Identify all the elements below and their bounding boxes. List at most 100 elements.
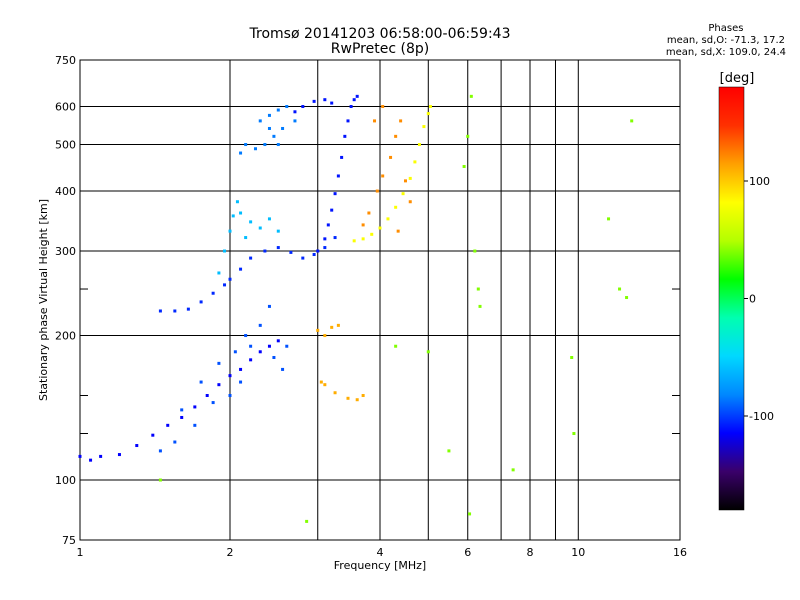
E-x-fragments-point [316,328,320,332]
x-tick-label: 10 [571,546,585,559]
y-tick-label: 300 [55,245,76,258]
F-upper-o-cloud-point [258,119,262,123]
lower-E-trace-point [117,453,121,457]
lower-E-fill-point [281,367,285,371]
F-x-trace-point [352,239,356,243]
y-tick-label: 500 [55,139,76,152]
lower-E-trace-point [180,415,184,419]
F1-cusp-trace-point [239,211,243,215]
lower-E-fill-point [233,350,237,354]
chart-title: Tromsø 20141203 06:58:00-06:59:43 [249,26,511,42]
F1-lower-trace-point [312,253,316,257]
scattered-returns-point [447,449,451,453]
scattered-returns-point [158,478,162,482]
F-upper-o-cloud-point [276,108,280,112]
scattered-returns-point [572,432,576,436]
F-upper-o-cloud-point [267,113,271,117]
F-upper-o-cloud-point [267,126,271,130]
F-upper-o-cloud-point [293,119,297,123]
F-x-trace-point [370,232,374,236]
F1-lower-trace-point [333,236,337,240]
y-tick-label: 200 [55,330,76,343]
F-x-trace-point [417,143,421,147]
lower-E-trace-point [89,458,93,462]
lower-E-trace-point [78,454,82,458]
lower-E-trace-point [228,374,232,378]
F-x-trace-point [401,192,405,196]
lower-E-fill-point [272,355,276,359]
scattered-returns-point [305,519,309,523]
colorbar [718,86,745,511]
F-x-cloud-point [367,211,371,215]
F1-lower-trace-point [223,283,227,287]
F1-lower-trace-point [211,291,215,295]
y-axis-label: Stationary phase Virtual Height [km] [37,199,50,401]
x-axis-label: Frequency [MHz] [334,559,426,572]
F-upper-o-cloud-point [244,143,248,147]
F-x-trace-point [408,176,412,180]
scattered-returns-point [570,355,574,359]
lower-E-fill-point [173,440,177,444]
F-x-cloud-point [373,119,377,123]
scattered-returns-point [462,164,466,168]
scattered-returns-point [511,468,515,472]
F-x-cloud-point [381,174,385,178]
F1-lower-trace-point [239,267,243,271]
scattered-returns-point [394,344,398,348]
lower-E-fill-point [244,334,248,338]
stats-o-mode: mean, sd,O: -71.3, 17.2 [666,35,786,46]
scattered-returns-point [466,134,470,138]
colorbar-ticks: 100 0 -100 [744,175,774,423]
lower-E-fill-point [267,304,271,308]
F1-cusp-trace-point [276,229,280,233]
F1-cusp-trace-point [231,214,235,218]
lower-E-fill-point [285,344,289,348]
lower-E-fill-point [249,344,253,348]
chart-subtitle: RwPretec (8p) [330,41,430,57]
colorbar-tick-label: 0 [749,293,756,306]
lower-E-fill-point [193,423,197,427]
y-tick-label: 750 [55,54,76,67]
lower-E-trace-point [258,350,262,354]
F-x-trace-point [386,217,390,221]
axis-ticks: 1 2 4 6 8 10 16 75 100 200 300 400 500 600 750 [55,54,687,559]
x-tick-label: 4 [377,546,384,559]
F-upper-o-cloud-point [272,134,276,138]
F-x-trace-point [428,105,432,109]
F-upper-o-cloud-point [253,147,257,151]
E-x-fragments-point [355,398,359,402]
F1-lower-trace-point [301,256,305,260]
lower-E-fill-point [228,394,232,398]
F-x-cloud-point [403,179,407,183]
F-o-trace-point [330,208,334,212]
y-tick-label: 600 [55,101,76,114]
F-o-trace-point [346,119,350,123]
F1-lower-trace-point [289,250,293,254]
x-tick-label: 6 [464,546,471,559]
lower-E-trace-point [267,344,271,348]
lower-E-trace-point [276,339,280,343]
F-x-cloud-point [399,119,403,123]
x-tick-label: 16 [673,546,687,559]
F-upper-o-cloud-point [281,126,285,130]
F1-cusp-trace-point [244,236,248,240]
F1-lower-trace-point [186,307,190,311]
F-upper-o-cloud-point [285,105,289,109]
y-tick-label: 100 [55,474,76,487]
F1-lower-trace-point [263,249,267,253]
F-o-trace-point [333,192,337,196]
phase-stats: Phases mean, sd,O: -71.3, 17.2 mean, sd,… [666,23,786,59]
F-x-cloud-point [389,155,393,159]
lower-E-trace-point [193,405,197,409]
lower-E-trace-point [205,394,209,398]
F-o-trace-point [293,110,297,114]
lower-E-fill-point [158,449,162,453]
F-x-trace-point [426,112,430,116]
F1-lower-trace-point [158,309,162,313]
F-upper-o-cloud-point [239,151,243,155]
F-o-trace-point [323,237,327,241]
F1-cusp-trace-point [249,220,253,224]
F1-cusp-trace-point [228,229,232,233]
F1-lower-trace-point [323,246,327,250]
